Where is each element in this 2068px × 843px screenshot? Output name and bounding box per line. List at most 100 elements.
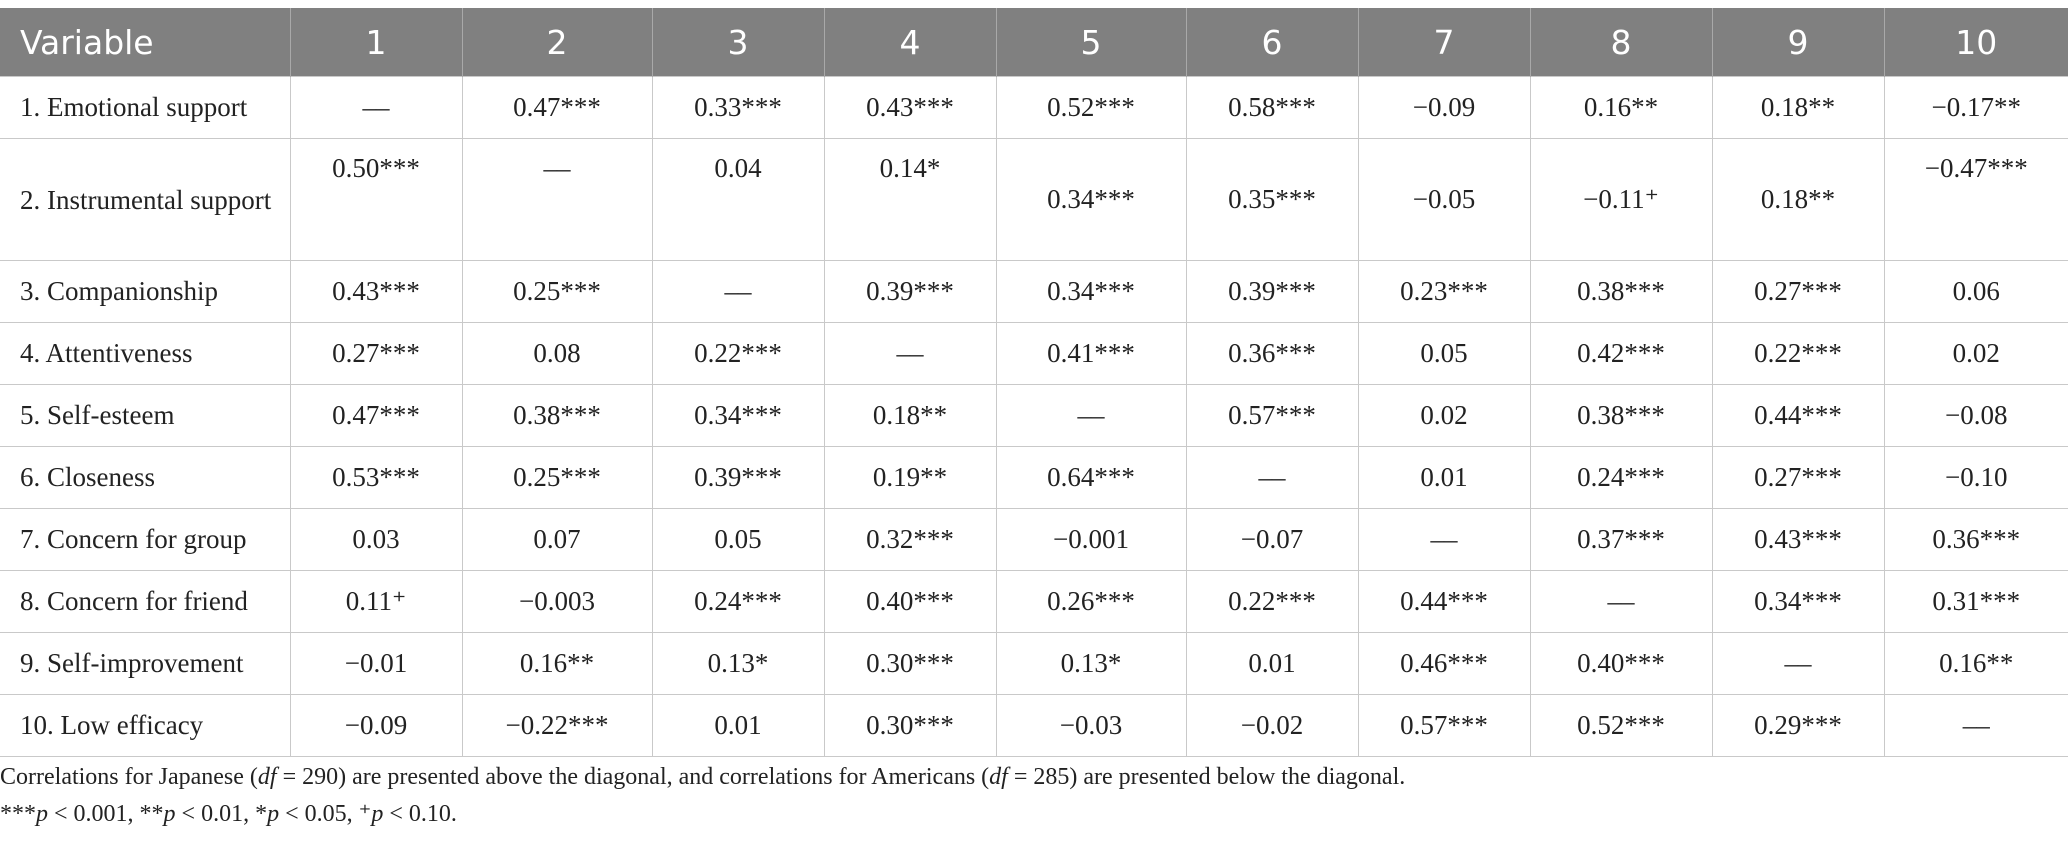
table-cell: 0.46*** — [1357, 632, 1531, 695]
table-cell: 0.18** — [1711, 138, 1885, 261]
table-cell: 0.27*** — [1711, 446, 1885, 509]
table-cell: 0.08 — [461, 322, 653, 385]
table-cell: 0.29*** — [1711, 694, 1885, 757]
table-cell: 0.01 — [651, 694, 825, 757]
note-text: = 290) are presented above the diagonal,… — [276, 764, 990, 790]
table-cell: 0.18** — [823, 384, 997, 447]
header-row: Variable 1 2 3 4 5 6 7 8 9 10 — [0, 8, 2068, 77]
table-cell: 0.27*** — [289, 322, 463, 385]
table-cell: –– — [1529, 570, 1713, 633]
table-cell: −0.02 — [1185, 694, 1359, 757]
table-cell: 0.03 — [289, 508, 463, 571]
table-cell: 0.19** — [823, 446, 997, 509]
table-cell: 0.23*** — [1357, 260, 1531, 323]
table-cell: –– — [289, 76, 463, 139]
header-cell: 6 — [1185, 8, 1358, 77]
table-row: 2. Instrumental support 0.50*** –– 0.04 0.14… — [0, 138, 2068, 261]
sig-rest: < 0.001, — [48, 801, 140, 827]
table-cell: 0.50*** — [289, 138, 463, 261]
note-line-significance: ***p < 0.001, **p < 0.01, *p < 0.05, ⁺p … — [0, 796, 1405, 833]
table-cell: 0.47*** — [289, 384, 463, 447]
table-cell: 0.05 — [1357, 322, 1531, 385]
table-cell: −0.03 — [995, 694, 1187, 757]
table-cell: 0.43*** — [823, 76, 997, 139]
note-line-df: Correlations for Japanese (df = 290) are… — [0, 759, 1405, 796]
table-cell: 0.57*** — [1185, 384, 1359, 447]
header-cell: Variable — [0, 8, 290, 77]
table-cell: 0.43*** — [1711, 508, 1885, 571]
table-cell: 0.34*** — [651, 384, 825, 447]
table-cell: 0.16** — [461, 632, 653, 695]
header-cell: 8 — [1529, 8, 1712, 77]
table-cell: 0.35*** — [1185, 138, 1359, 261]
row-label: 1. Emotional support — [0, 76, 291, 139]
table-cell: 0.07 — [461, 508, 653, 571]
header-cell: 10 — [1883, 8, 2068, 77]
row-label: 7. Concern for group — [0, 508, 291, 571]
table-cell: −0.07 — [1185, 508, 1359, 571]
table-cell: 0.43*** — [289, 260, 463, 323]
note-text: Correlations for Japanese ( — [0, 764, 258, 790]
header-cell: 1 — [289, 8, 462, 77]
row-label: 2. Instrumental support — [0, 138, 291, 261]
table-cell: 0.39*** — [1185, 260, 1359, 323]
table-cell: –– — [1185, 446, 1359, 509]
table-cell: 0.01 — [1185, 632, 1359, 695]
table-cell: 0.32*** — [823, 508, 997, 571]
table-cell: −0.003 — [461, 570, 653, 633]
sig-p: p — [163, 801, 176, 827]
table-cell: −0.09 — [1357, 76, 1531, 139]
table-cell: 0.18** — [1711, 76, 1885, 139]
table-cell: 0.25*** — [461, 260, 653, 323]
table-cell: 0.22*** — [1185, 570, 1359, 633]
table-cell: 0.64*** — [995, 446, 1187, 509]
table-row: 9. Self-improvement −0.01 0.16** 0.13* 0.30*… — [0, 632, 2068, 695]
table-cell: 0.30*** — [823, 694, 997, 757]
table-cell: –– — [1711, 632, 1885, 695]
table-cell: 0.11⁺ — [289, 570, 463, 633]
table-cell: 0.27*** — [1711, 260, 1885, 323]
table-cell: 0.44*** — [1711, 384, 1885, 447]
header-cell: 7 — [1357, 8, 1530, 77]
sig-p: p — [36, 801, 48, 827]
table-cell: 0.22*** — [1711, 322, 1885, 385]
correlation-table: Variable 1 2 3 4 5 6 7 8 9 10 1. Emotion… — [0, 8, 2068, 757]
row-label: 3. Companionship — [0, 260, 291, 323]
table-cell: 0.58*** — [1185, 76, 1359, 139]
table-cell: 0.33*** — [651, 76, 825, 139]
sig-p: p — [267, 801, 280, 827]
table-cell: 0.37*** — [1529, 508, 1713, 571]
header-cell: 4 — [823, 8, 996, 77]
table-cell: –– — [995, 384, 1187, 447]
header-cell: 3 — [651, 8, 824, 77]
table-body: 1. Emotional support –– 0.47*** 0.33*** 0.43… — [0, 76, 2068, 757]
table-cell: 0.36*** — [1185, 322, 1359, 385]
sig-rest: < 0.01, — [175, 801, 256, 827]
sig-p: p — [371, 801, 384, 827]
row-label: 4. Attentiveness — [0, 322, 291, 385]
table-cell: −0.22*** — [461, 694, 653, 757]
row-label: 8. Concern for friend — [0, 570, 291, 633]
table-cell: 0.22*** — [651, 322, 825, 385]
table-cell: 0.05 — [651, 508, 825, 571]
table-cell: 0.04 — [651, 138, 825, 261]
table-row: 5. Self-esteem 0.47*** 0.38*** 0.34*** 0.18*… — [0, 384, 2068, 447]
table-cell: –– — [1883, 694, 2068, 757]
table-cell: 0.41*** — [995, 322, 1187, 385]
table-cell: 0.30*** — [823, 632, 997, 695]
table-cell: 0.34*** — [1711, 570, 1885, 633]
table-cell: 0.16** — [1529, 76, 1713, 139]
note-df-symbol: df — [257, 764, 277, 790]
table-row: 3. Companionship 0.43*** 0.25*** –– 0.39*** 0… — [0, 260, 2068, 323]
table-cell: −0.47*** — [1883, 138, 2068, 261]
table-row: 7. Concern for group 0.03 0.07 0.05 0.32*** −… — [0, 508, 2068, 571]
table-row: 8. Concern for friend 0.11⁺ −0.003 0.24*** 0… — [0, 570, 2068, 633]
table-cell: 0.52*** — [1529, 694, 1713, 757]
note-df-symbol: df — [989, 764, 1008, 790]
row-label: 9. Self-improvement — [0, 632, 291, 695]
table-cell: 0.02 — [1357, 384, 1531, 447]
table-cell: 0.36*** — [1883, 508, 2068, 571]
table-cell: 0.16** — [1883, 632, 2068, 695]
table-cell: 0.38*** — [461, 384, 653, 447]
table-cell: 0.13* — [995, 632, 1187, 695]
